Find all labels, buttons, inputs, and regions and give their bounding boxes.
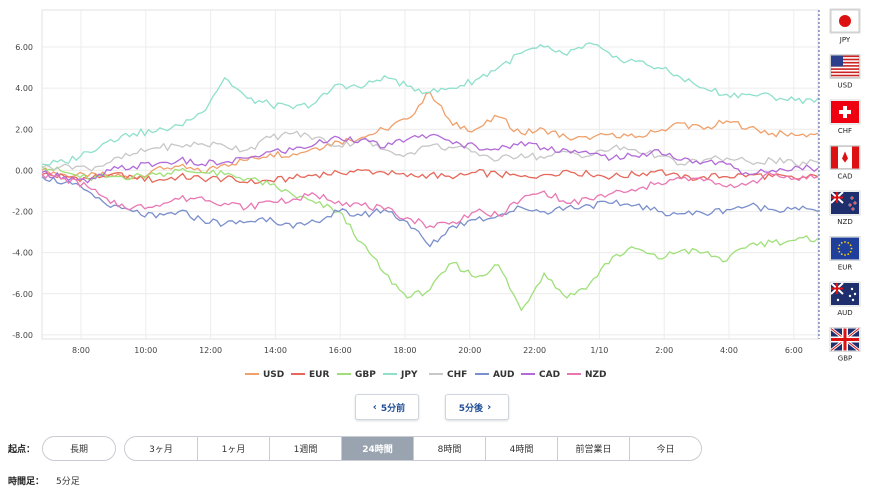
x-tick-label: 4:00	[720, 346, 738, 355]
legend-label-gbp: GBP	[355, 370, 376, 380]
prev-label: 5分前	[380, 403, 406, 414]
timeframe-label: 時間足：	[8, 477, 45, 487]
start-point-label: 起点：	[8, 445, 36, 455]
next-label: 5分後	[458, 403, 484, 414]
legend-label-cad: CAD	[539, 370, 560, 380]
range-option-6[interactable]: 前営業日	[557, 437, 629, 460]
new-zealand-flag-icon[interactable]: NZD	[829, 190, 861, 226]
range-long-term-button[interactable]: 長期	[42, 436, 116, 461]
flag-label-eur: EUR	[838, 264, 853, 272]
flag-label-chf: CHF	[838, 127, 852, 135]
y-tick-label: -8.00	[12, 331, 33, 340]
series-line-cad	[41, 133, 819, 184]
legend-label-eur: EUR	[309, 370, 329, 380]
flag-label-aud: AUD	[837, 309, 852, 317]
switzerland-flag-icon[interactable]: CHF	[829, 99, 861, 135]
range-selector: 長期 3ヶ月 1ヶ月 1週間 24時間 8時間 4時間 前営業日 今日	[42, 436, 702, 461]
range-segment-group: 3ヶ月 1ヶ月 1週間 24時間 8時間 4時間 前営業日 今日	[124, 436, 702, 461]
chevron-right-icon: ›	[487, 401, 492, 413]
x-tick-label: 16:00	[329, 346, 352, 355]
y-tick-label: -4.00	[12, 249, 33, 258]
japan-flag-icon[interactable]: JPY	[829, 8, 861, 44]
x-tick-label: 22:00	[523, 346, 546, 355]
canada-flag-icon[interactable]: CAD	[829, 145, 861, 181]
x-tick-label: 18:00	[393, 346, 416, 355]
y-tick-label: 2.00	[15, 125, 33, 134]
y-tick-label: -6.00	[12, 290, 33, 299]
series-line-eur	[41, 168, 819, 185]
x-tick-label: 10:00	[134, 346, 157, 355]
x-tick-label: 6:00	[785, 346, 803, 355]
australia-flag-icon[interactable]: AUD	[829, 281, 861, 317]
series-line-nzd	[41, 171, 819, 229]
timeframe-value: 5分足	[56, 477, 80, 487]
y-tick-label: 6.00	[15, 43, 33, 52]
flag-label-cad: CAD	[837, 173, 852, 181]
currency-strength-chart: 6.00 4.00 2.00 0.00 -2.00 -4.00 -6.00 -8.00 8:00…	[12, 8, 861, 380]
eu-flag-icon[interactable]: EUR	[829, 236, 861, 272]
range-option-2[interactable]: 1週間	[269, 437, 341, 460]
series-line-aud	[41, 176, 819, 248]
flag-label-usd: USD	[838, 82, 853, 90]
legend-label-nzd: NZD	[585, 370, 607, 380]
flag-label-nzd: NZD	[837, 218, 852, 226]
legend-label-usd: USD	[263, 370, 284, 380]
x-tick-label: 20:00	[458, 346, 481, 355]
x-tick-label: 12:00	[199, 346, 222, 355]
series-line-chf	[41, 130, 819, 172]
x-tick-label: 1/10	[590, 346, 608, 355]
next-5min-button[interactable]: 5分後 ›	[445, 394, 509, 420]
flag-label-gbp: GBP	[838, 355, 852, 363]
y-tick-label: -2.00	[12, 208, 33, 217]
range-option-5[interactable]: 4時間	[485, 437, 557, 460]
x-tick-label: 2:00	[655, 346, 673, 355]
x-tick-label: 8:00	[72, 346, 90, 355]
legend-label-aud: AUD	[493, 370, 514, 380]
legend-label-chf: CHF	[447, 370, 467, 380]
series-line-jpy	[41, 42, 819, 166]
chevron-left-icon: ‹	[372, 401, 377, 413]
uk-flag-icon[interactable]: GBP	[829, 327, 861, 363]
y-tick-label: 4.00	[15, 84, 33, 93]
range-option-0[interactable]: 3ヶ月	[149, 445, 173, 455]
flag-label-jpy: JPY	[839, 36, 851, 44]
range-option-4[interactable]: 8時間	[413, 437, 485, 460]
chart-svg: 6.00 4.00 2.00 0.00 -2.00 -4.00 -6.00 -8.00 8:00…	[12, 8, 861, 380]
range-option-3[interactable]: 24時間	[341, 437, 413, 460]
y-tick-label: 0.00	[15, 166, 33, 175]
usa-flag-icon[interactable]: USD	[829, 54, 861, 90]
x-tick-label: 14:00	[264, 346, 287, 355]
prev-5min-button[interactable]: ‹ 5分前	[355, 394, 419, 420]
legend-label-jpy: JPY	[400, 370, 418, 380]
range-option-1[interactable]: 1ヶ月	[197, 437, 269, 460]
range-option-7[interactable]: 今日	[629, 437, 701, 460]
series-line-gbp	[41, 165, 819, 312]
